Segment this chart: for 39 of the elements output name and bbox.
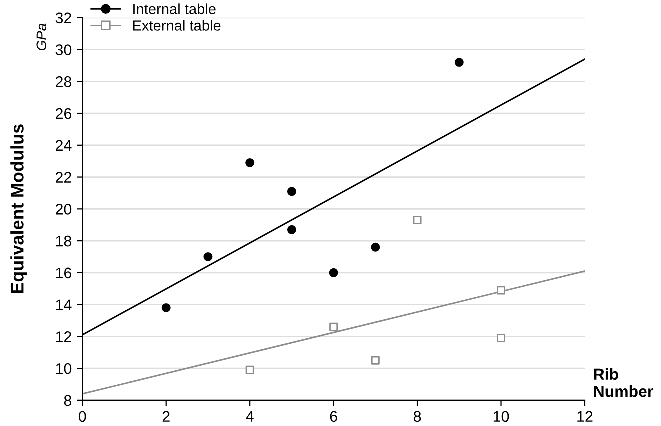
point <box>204 252 213 262</box>
point <box>162 303 171 312</box>
x-tick-label: 12 <box>578 411 593 422</box>
y-tick-label: 20 <box>56 204 72 215</box>
point <box>413 216 422 225</box>
y-tick-label: 10 <box>56 363 72 374</box>
x-tick-label: 0 <box>78 411 86 422</box>
point <box>497 334 506 343</box>
point <box>329 268 338 278</box>
y-axis-title: Equivalent Modulus <box>10 124 28 294</box>
point <box>330 322 338 332</box>
point <box>371 356 380 365</box>
y-tick-label: 22 <box>56 172 72 183</box>
x-tick-label: 4 <box>246 411 254 422</box>
y-tick-label: 14 <box>56 300 72 310</box>
y-tick-label: 32 <box>56 12 72 24</box>
point <box>454 58 464 68</box>
y-tick-label: 26 <box>56 108 72 120</box>
y-tick-label: 16 <box>56 268 72 279</box>
point <box>246 366 254 374</box>
y-tick-label: 30 <box>56 44 72 56</box>
legend-label: Internal table <box>134 4 216 14</box>
x-tick-label: 10 <box>494 411 510 422</box>
point <box>371 242 380 252</box>
x-tick-label: 8 <box>414 411 422 422</box>
y-tick-label: 8 <box>64 395 72 406</box>
point <box>287 187 296 196</box>
y-tick-label: 18 <box>56 236 72 247</box>
legend-label: External table <box>133 20 221 31</box>
y-tick-label: 24 <box>56 140 72 151</box>
point <box>246 158 255 168</box>
y-tick-label: 12 <box>56 332 72 342</box>
point <box>497 286 506 295</box>
point <box>287 225 296 234</box>
x-tick-label: 6 <box>330 411 338 422</box>
text: GPa <box>36 24 47 51</box>
y-tick-label: 28 <box>56 76 72 88</box>
x-tick-label: 2 <box>162 411 170 422</box>
x-axis-title: Rib Number <box>594 368 654 398</box>
